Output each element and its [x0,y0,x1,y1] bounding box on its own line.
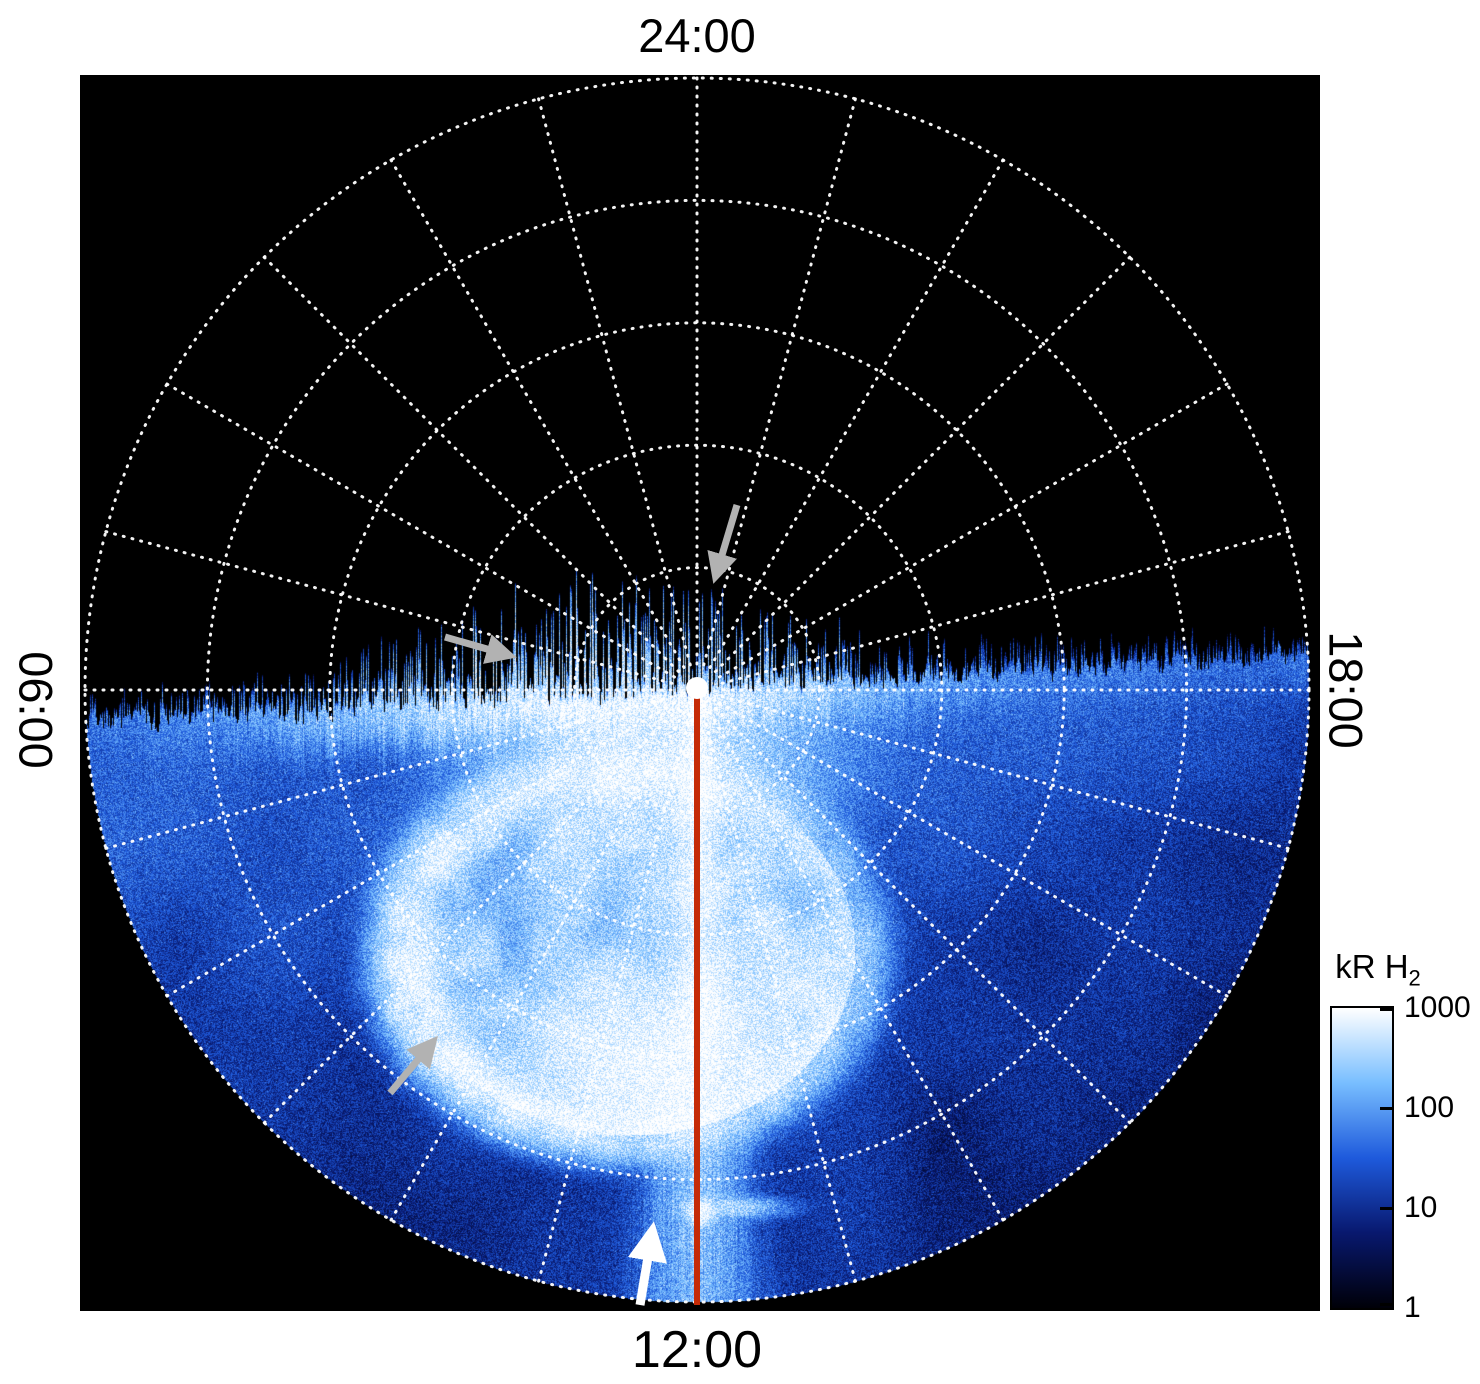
grid-ring [573,566,821,814]
grid-spoke [389,158,686,669]
axis-label-1200: 12:00 [631,1321,763,1379]
grid-spoke [708,158,1005,669]
colorbar-tickmark [1380,1206,1392,1210]
colorbar-title-sub: 2 [1408,965,1421,991]
grid-spoke [702,713,857,1283]
grid-spoke [104,530,674,685]
axis-label-0600: 06:00 [9,651,63,769]
arrow-dawn-edge-icon [444,633,517,664]
arrow-dayside-spot-icon [627,1221,667,1306]
colorbar-tick-1000: 1000 [1404,991,1471,1024]
arrow-oval-arc-icon [387,1035,438,1096]
grid-spoke [165,701,676,998]
colorbar-tick-10: 10 [1404,1191,1438,1224]
colorbar-gradient [1330,1006,1394,1310]
grid-spoke [720,695,1290,850]
axis-label-1800: 18:00 [1319,631,1373,749]
grid-spoke [389,711,686,1222]
grid-spoke [262,255,681,674]
grid-spoke [713,706,1132,1125]
grid-spoke [720,530,1290,685]
grid-spoke [708,711,1005,1222]
grid-spoke [718,382,1229,679]
colorbar-title-text: kR H [1335,948,1409,985]
axis-label-2400: 24:00 [638,9,756,62]
grid-spoke [702,97,857,667]
grid-spoke [165,382,676,679]
colorbar-tickmark [1380,1008,1392,1011]
plot-area [80,75,1320,1311]
colorbar-tick-100: 100 [1404,1091,1455,1124]
grid-spoke [104,695,674,850]
colorbar-tickmark [1380,1106,1392,1110]
grid-ring [450,443,944,937]
arrow-nightside-icon [707,503,741,584]
pole-center-dot [686,677,708,699]
colorbar-tick-1: 1 [1404,1291,1421,1324]
plot-overlay [83,76,1311,1306]
grid-spoke [718,701,1229,998]
grid-spoke [537,713,692,1283]
colorbar-title: kR H2 [1322,948,1434,992]
grid-spoke [713,255,1132,674]
colorbar-tickmark [1380,1303,1392,1306]
grid-spoke [537,97,692,667]
colorbar: kR H2 1000 100 10 1 [1322,948,1480,1384]
grid-spoke [262,706,681,1125]
grid-ring [205,198,1189,1182]
